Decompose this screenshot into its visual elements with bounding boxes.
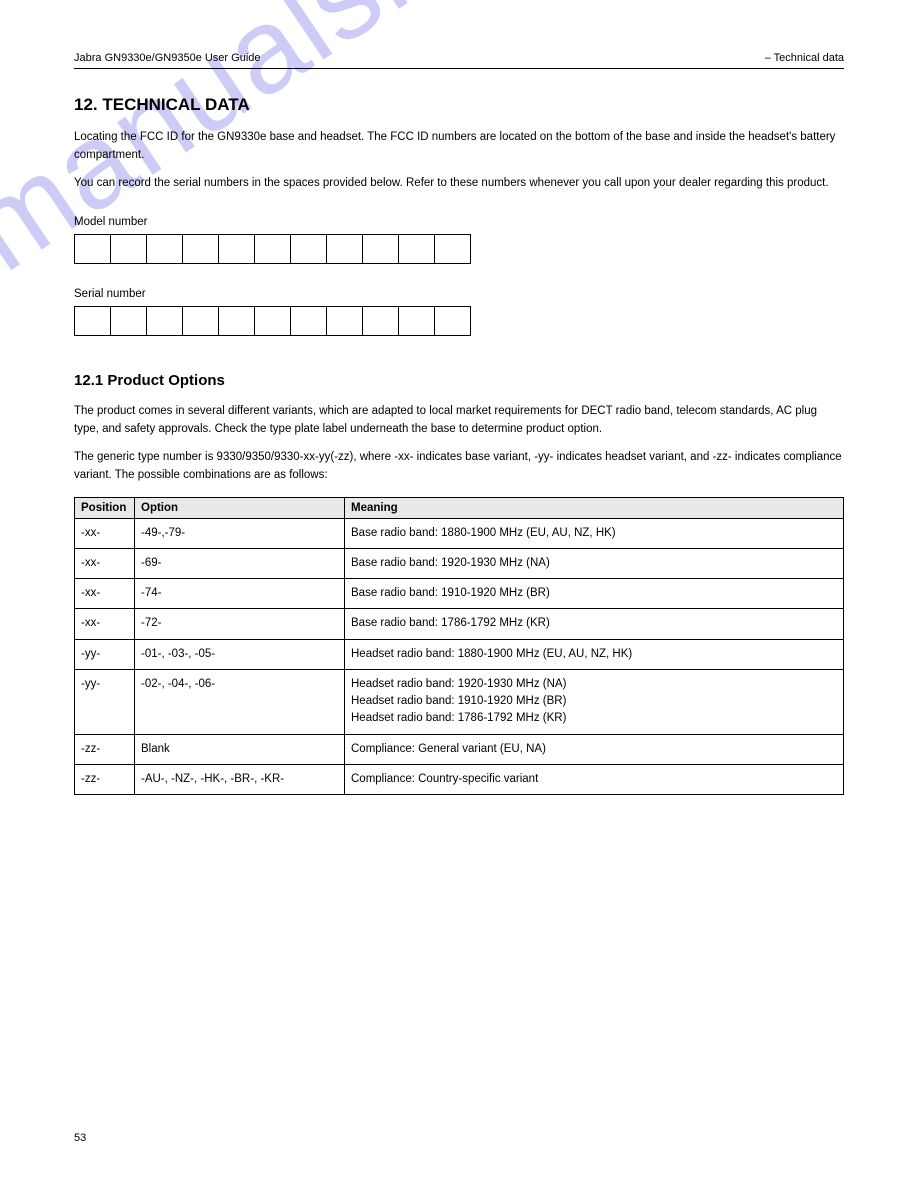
entry-cell: [290, 234, 327, 264]
entry-cell: [254, 306, 291, 336]
table-cell: Base radio band: 1880-1900 MHz (EU, AU, …: [345, 518, 844, 548]
page-number: 53: [74, 1132, 86, 1144]
page-footer: 53: [74, 1132, 844, 1144]
entry-cell: [254, 234, 291, 264]
table-header-position: Position: [75, 497, 135, 518]
subsection-paragraph-1: The product comes in several different v…: [74, 403, 844, 439]
table-row: -yy--01-, -03-, -05-Headset radio band: …: [75, 639, 844, 669]
entry-cell: [218, 234, 255, 264]
serial-number-label: Serial number: [74, 288, 844, 300]
entry-cell: [110, 306, 147, 336]
section-technical-data: 12. TECHNICAL DATA Locating the FCC ID f…: [74, 95, 844, 336]
table-cell: -yy-: [75, 669, 135, 734]
entry-cell: [146, 306, 183, 336]
table-cell: -49-,-79-: [135, 518, 345, 548]
table-cell: Compliance: General variant (EU, NA): [345, 734, 844, 764]
table-cell: -xx-: [75, 579, 135, 609]
entry-cell: [326, 306, 363, 336]
table-cell: -xx-: [75, 518, 135, 548]
table-row: -xx--69-Base radio band: 1920-1930 MHz (…: [75, 548, 844, 578]
entry-cell: [218, 306, 255, 336]
page-header: Jabra GN9330e/GN9350e User Guide – Techn…: [74, 52, 844, 69]
entry-cell: [434, 234, 471, 264]
table-cell: -74-: [135, 579, 345, 609]
table-cell: -02-, -04-, -06-: [135, 669, 345, 734]
table-cell: -zz-: [75, 734, 135, 764]
table-cell: Base radio band: 1920-1930 MHz (NA): [345, 548, 844, 578]
intro-paragraph-2: You can record the serial numbers in the…: [74, 175, 844, 193]
table-cell: -01-, -03-, -05-: [135, 639, 345, 669]
subsection-title: 12.1 Product Options: [74, 372, 844, 389]
table-row: -xx--49-,-79-Base radio band: 1880-1900 …: [75, 518, 844, 548]
table-cell: Headset radio band: 1880-1900 MHz (EU, A…: [345, 639, 844, 669]
model-number-label: Model number: [74, 216, 844, 228]
subsection-paragraph-2: The generic type number is 9330/9350/933…: [74, 449, 844, 485]
entry-cell: [74, 306, 111, 336]
entry-cell: [362, 306, 399, 336]
entry-cell: [146, 234, 183, 264]
table-row: -xx--74-Base radio band: 1910-1920 MHz (…: [75, 579, 844, 609]
options-table: Position Option Meaning -xx--49-,-79-Bas…: [74, 497, 844, 796]
table-header-meaning: Meaning: [345, 497, 844, 518]
table-cell: -69-: [135, 548, 345, 578]
table-row: -yy--02-, -04-, -06-Headset radio band: …: [75, 669, 844, 734]
table-row: -zz-BlankCompliance: General variant (EU…: [75, 734, 844, 764]
entry-cell: [398, 306, 435, 336]
entry-cell: [398, 234, 435, 264]
table-cell: Compliance: Country-specific variant: [345, 764, 844, 794]
table-cell: -yy-: [75, 639, 135, 669]
table-row: -zz--AU-, -NZ-, -HK-, -BR-, -KR-Complian…: [75, 764, 844, 794]
table-row: -xx--72-Base radio band: 1786-1792 MHz (…: [75, 609, 844, 639]
subsection-product-options: 12.1 Product Options The product comes i…: [74, 372, 844, 795]
section-title: 12. TECHNICAL DATA: [74, 95, 844, 115]
entry-cell: [362, 234, 399, 264]
entry-cell: [182, 306, 219, 336]
entry-cell: [290, 306, 327, 336]
table-header-option: Option: [135, 497, 345, 518]
intro-paragraph-1: Locating the FCC ID for the GN9330e base…: [74, 129, 844, 165]
header-right: – Technical data: [765, 52, 844, 64]
entry-cell: [182, 234, 219, 264]
page-content: Jabra GN9330e/GN9350e User Guide – Techn…: [0, 0, 918, 855]
table-cell: Base radio band: 1786-1792 MHz (KR): [345, 609, 844, 639]
table-cell: -zz-: [75, 764, 135, 794]
table-cell: -72-: [135, 609, 345, 639]
table-cell: -xx-: [75, 609, 135, 639]
table-cell: Blank: [135, 734, 345, 764]
entry-cell: [326, 234, 363, 264]
header-left: Jabra GN9330e/GN9350e User Guide: [74, 52, 261, 64]
table-cell: -AU-, -NZ-, -HK-, -BR-, -KR-: [135, 764, 345, 794]
entry-cell: [110, 234, 147, 264]
entry-cell: [434, 306, 471, 336]
model-number-boxes: [74, 234, 844, 264]
table-cell: -xx-: [75, 548, 135, 578]
entry-cell: [74, 234, 111, 264]
serial-number-boxes: [74, 306, 844, 336]
table-cell: Headset radio band: 1920-1930 MHz (NA)He…: [345, 669, 844, 734]
table-cell: Base radio band: 1910-1920 MHz (BR): [345, 579, 844, 609]
